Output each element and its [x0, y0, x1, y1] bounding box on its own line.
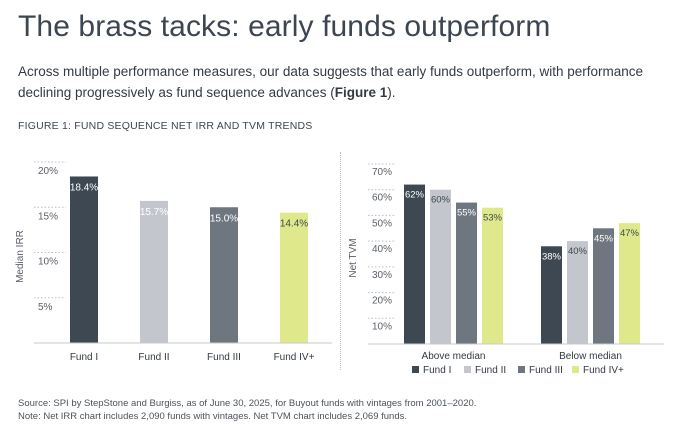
y-tick-label: 60% [372, 193, 392, 204]
x-tick-label: Fund III [207, 352, 241, 363]
bar-fund-iv-below-median [619, 223, 640, 344]
legend-swatch-fund-iv [572, 366, 579, 373]
x-tick-label: Fund II [138, 352, 169, 363]
bar-fund-iv [280, 212, 308, 343]
bar-value-label: 40% [568, 246, 588, 257]
panel-divider [340, 152, 341, 370]
bar-value-label: 38% [542, 251, 562, 262]
y-tick-label: 20% [372, 296, 392, 307]
bar-fund-iv-above-median [482, 207, 503, 344]
bar-value-label: 18.4% [70, 182, 98, 193]
lede-paragraph: Across multiple performance measures, ou… [18, 61, 666, 103]
bar-value-label: 55% [457, 208, 477, 219]
net-tvm-chart: 10% 20% 30% 40% 50% 60% 70% Net TVM 62% 60% 55% 53%… [348, 163, 664, 376]
net-irr-chart: 5% 10% 15% 20% Median IRR 18.4% Fund I 15.7% Fun… [15, 161, 332, 363]
legend-swatch-fund-i [412, 366, 419, 373]
bar-fund-ii-above-median [430, 189, 451, 344]
source-note: Source: SPI by StepStone and Burgiss, as… [18, 398, 477, 409]
y-tick-label: 20% [38, 166, 58, 177]
bar-value-label: 53% [483, 213, 503, 224]
footnotes: Source: SPI by StepStone and Burgiss, as… [18, 397, 476, 423]
bar-value-label: 15.0% [210, 213, 238, 224]
bar-value-label: 60% [431, 195, 451, 206]
bar-value-label: 47% [620, 228, 640, 239]
x-tick-label: Below median [559, 351, 622, 362]
lede-text: Across multiple performance measures, ou… [18, 64, 644, 100]
bar-fund-i-below-median [541, 246, 562, 344]
legend-label: Fund II [475, 365, 506, 376]
x-tick-label: Above median [422, 351, 486, 362]
bar-fund-iii [210, 207, 238, 343]
headline: The brass tacks: early funds outperform [18, 10, 551, 43]
lede-end: ). [387, 85, 396, 100]
bar-value-label: 15.7% [140, 207, 168, 218]
figure-title: FIGURE 1: FUND SEQUENCE NET IRR AND TVM … [18, 120, 313, 132]
bar-value-label: 45% [594, 233, 614, 244]
y-tick-label: 10% [372, 321, 392, 332]
y-tick-label: 50% [372, 218, 392, 229]
bar-fund-iii-below-median [593, 228, 614, 344]
legend-label: Fund III [529, 365, 563, 376]
legend-label: Fund I [423, 365, 451, 376]
bar-fund-i-above-median [404, 184, 425, 344]
legend-swatch-fund-ii [464, 366, 471, 373]
bar-fund-i [70, 176, 98, 343]
note-text: Note: Net IRR chart includes 2,090 funds… [18, 411, 407, 422]
y-tick-label: 15% [38, 211, 58, 222]
y-tick-label: 30% [372, 270, 392, 281]
bar-value-label: 62% [405, 190, 425, 201]
y-tick-label: 40% [372, 244, 392, 255]
legend-label: Fund IV+ [583, 365, 624, 376]
y-tick-label: 70% [372, 167, 392, 178]
bar-value-label: 14.4% [280, 219, 308, 230]
y-axis-label: Net TVM [348, 238, 359, 277]
bar-fund-ii-below-median [567, 241, 588, 344]
x-tick-label: Fund I [70, 352, 98, 363]
bar-fund-iii-above-median [456, 202, 477, 344]
y-tick-label: 10% [38, 257, 58, 268]
legend-swatch-fund-iii [518, 366, 525, 373]
figure-reference: Figure 1 [334, 85, 388, 100]
bar-fund-ii [140, 200, 168, 343]
y-tick-label: 5% [38, 302, 53, 313]
y-axis-label: Median IRR [15, 230, 26, 283]
x-tick-label: Fund IV+ [274, 352, 315, 363]
